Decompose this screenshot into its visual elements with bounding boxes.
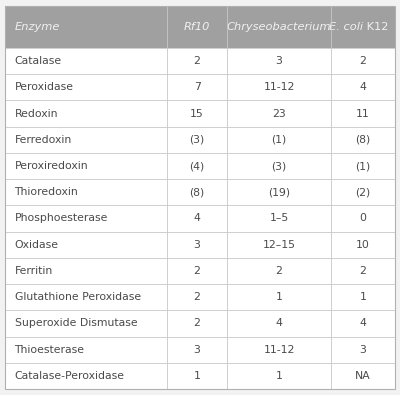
Text: Catalase: Catalase — [14, 56, 62, 66]
Text: Superoxide Dismutase: Superoxide Dismutase — [14, 318, 137, 329]
Text: K12: K12 — [363, 22, 388, 32]
Text: 1: 1 — [276, 371, 282, 381]
Text: Thioredoxin: Thioredoxin — [14, 187, 78, 197]
Text: Catalase-Peroxidase: Catalase-Peroxidase — [14, 371, 124, 381]
Text: 1: 1 — [276, 292, 282, 302]
Text: (3): (3) — [190, 135, 205, 145]
Text: Oxidase: Oxidase — [14, 240, 58, 250]
Text: 15: 15 — [190, 109, 204, 118]
Text: (2): (2) — [355, 187, 371, 197]
Text: Enzyme: Enzyme — [14, 22, 60, 32]
Bar — [5, 153, 395, 179]
Bar — [5, 74, 395, 100]
Text: (8): (8) — [355, 135, 371, 145]
Text: 12–15: 12–15 — [262, 240, 296, 250]
Text: 4: 4 — [360, 82, 366, 92]
Bar — [5, 337, 395, 363]
Text: 7: 7 — [194, 82, 200, 92]
Text: 4: 4 — [276, 318, 282, 329]
Text: 3: 3 — [194, 240, 200, 250]
Text: Chryseobacterium: Chryseobacterium — [227, 22, 331, 32]
Text: Ferritin: Ferritin — [14, 266, 53, 276]
Text: (1): (1) — [272, 135, 287, 145]
Bar — [5, 48, 395, 74]
Text: 11-12: 11-12 — [263, 345, 295, 355]
Text: 1: 1 — [360, 292, 366, 302]
Text: 4: 4 — [360, 318, 366, 329]
Text: Phosphoesterase: Phosphoesterase — [14, 213, 108, 224]
Text: Peroxidase: Peroxidase — [14, 82, 74, 92]
Text: (8): (8) — [190, 187, 205, 197]
Bar — [5, 127, 395, 153]
Text: 2: 2 — [194, 318, 200, 329]
Text: Glutathione Peroxidase: Glutathione Peroxidase — [14, 292, 141, 302]
Text: 3: 3 — [194, 345, 200, 355]
Text: 2: 2 — [276, 266, 282, 276]
Text: 2: 2 — [360, 266, 366, 276]
Text: (1): (1) — [355, 161, 371, 171]
Text: 1–5: 1–5 — [270, 213, 289, 224]
Text: 2: 2 — [360, 56, 366, 66]
Text: 0: 0 — [360, 213, 366, 224]
Text: Rf10: Rf10 — [184, 22, 210, 32]
Text: 2: 2 — [194, 56, 200, 66]
Bar — [5, 100, 395, 127]
Text: 3: 3 — [276, 56, 282, 66]
Text: 11: 11 — [356, 109, 370, 118]
Text: Ferredoxin: Ferredoxin — [14, 135, 72, 145]
Bar — [5, 6, 395, 48]
Text: 1: 1 — [194, 371, 200, 381]
Text: (3): (3) — [272, 161, 287, 171]
Text: 2: 2 — [194, 292, 200, 302]
Text: 23: 23 — [272, 109, 286, 118]
Text: E. coli: E. coli — [329, 22, 363, 32]
Text: (4): (4) — [190, 161, 205, 171]
Bar — [5, 310, 395, 337]
Bar — [5, 284, 395, 310]
Text: 3: 3 — [360, 345, 366, 355]
Bar — [5, 258, 395, 284]
Text: NA: NA — [355, 371, 371, 381]
Bar — [5, 179, 395, 205]
Text: 10: 10 — [356, 240, 370, 250]
Bar — [5, 231, 395, 258]
Bar — [5, 205, 395, 231]
Bar — [5, 363, 395, 389]
Text: 4: 4 — [194, 213, 200, 224]
Text: 2: 2 — [194, 266, 200, 276]
Text: Thioesterase: Thioesterase — [14, 345, 84, 355]
Text: (19): (19) — [268, 187, 290, 197]
Text: 11-12: 11-12 — [263, 82, 295, 92]
Text: Peroxiredoxin: Peroxiredoxin — [14, 161, 88, 171]
Text: Redoxin: Redoxin — [14, 109, 58, 118]
